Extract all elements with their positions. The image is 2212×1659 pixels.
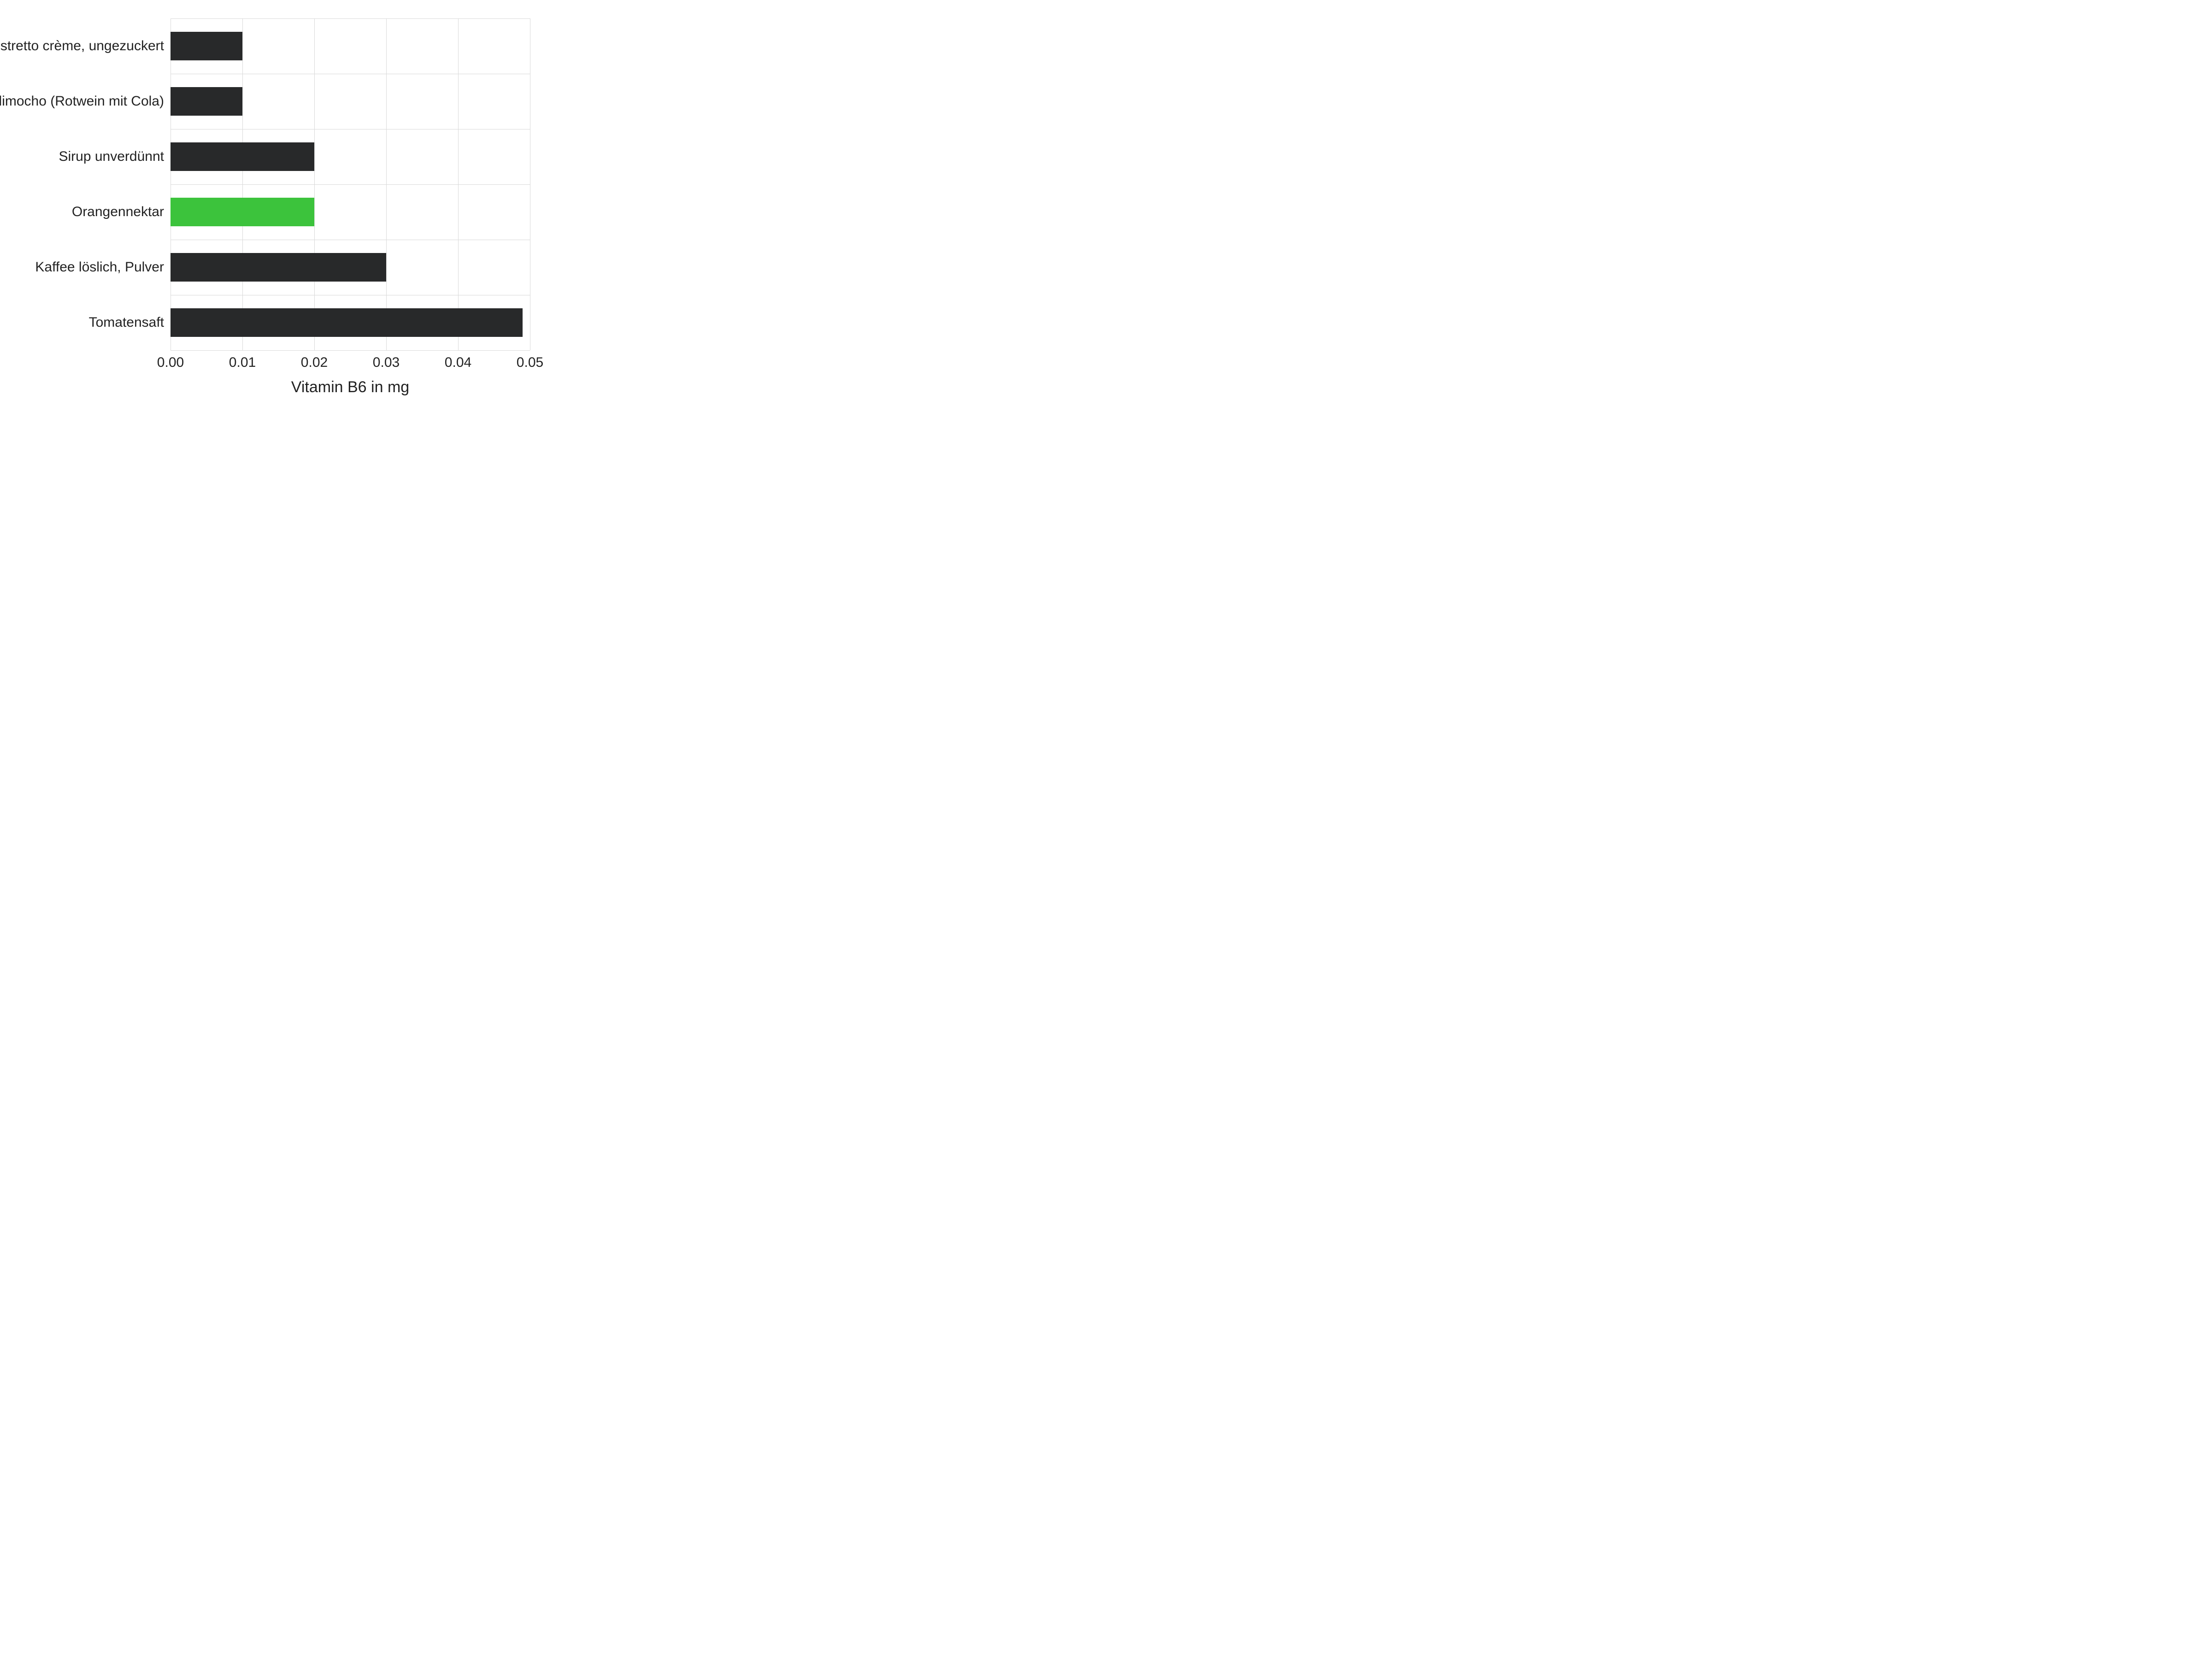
x-tick-label: 0.02: [301, 355, 328, 371]
y-tick-label: Calimocho (Rotwein mit Cola): [0, 94, 164, 109]
plot-area: 0.000.010.020.030.040.05Ristretto crème,…: [171, 18, 530, 350]
bar: [171, 32, 242, 60]
y-tick-label: Sirup unverdünnt: [59, 149, 165, 165]
gridline-horizontal: [171, 184, 530, 185]
x-tick-label: 0.05: [517, 355, 543, 371]
y-tick-label: Kaffee löslich, Pulver: [35, 259, 164, 275]
x-tick-label: 0.03: [373, 355, 400, 371]
y-tick-label: Ristretto crème, ungezuckert: [0, 38, 164, 54]
bar: [171, 142, 314, 171]
gridline-horizontal: [171, 350, 530, 351]
x-axis-label: Vitamin B6 in mg: [171, 378, 530, 396]
bar: [171, 308, 523, 337]
gridline-horizontal: [171, 18, 530, 19]
vitamin-b6-bar-chart: 0.00 0.01 0.02 0.03 0.04 0.05 Ristretto crème,…: [0, 0, 553, 415]
bar: [171, 87, 242, 116]
y-tick-label: Orangennektar: [72, 204, 164, 220]
bar: [171, 253, 386, 282]
bar-highlighted: [171, 198, 314, 226]
x-tick-label: 0.00: [157, 355, 184, 371]
x-tick-label: 0.01: [229, 355, 256, 371]
y-tick-label: Tomatensaft: [89, 315, 164, 330]
x-tick-label: 0.04: [445, 355, 471, 371]
